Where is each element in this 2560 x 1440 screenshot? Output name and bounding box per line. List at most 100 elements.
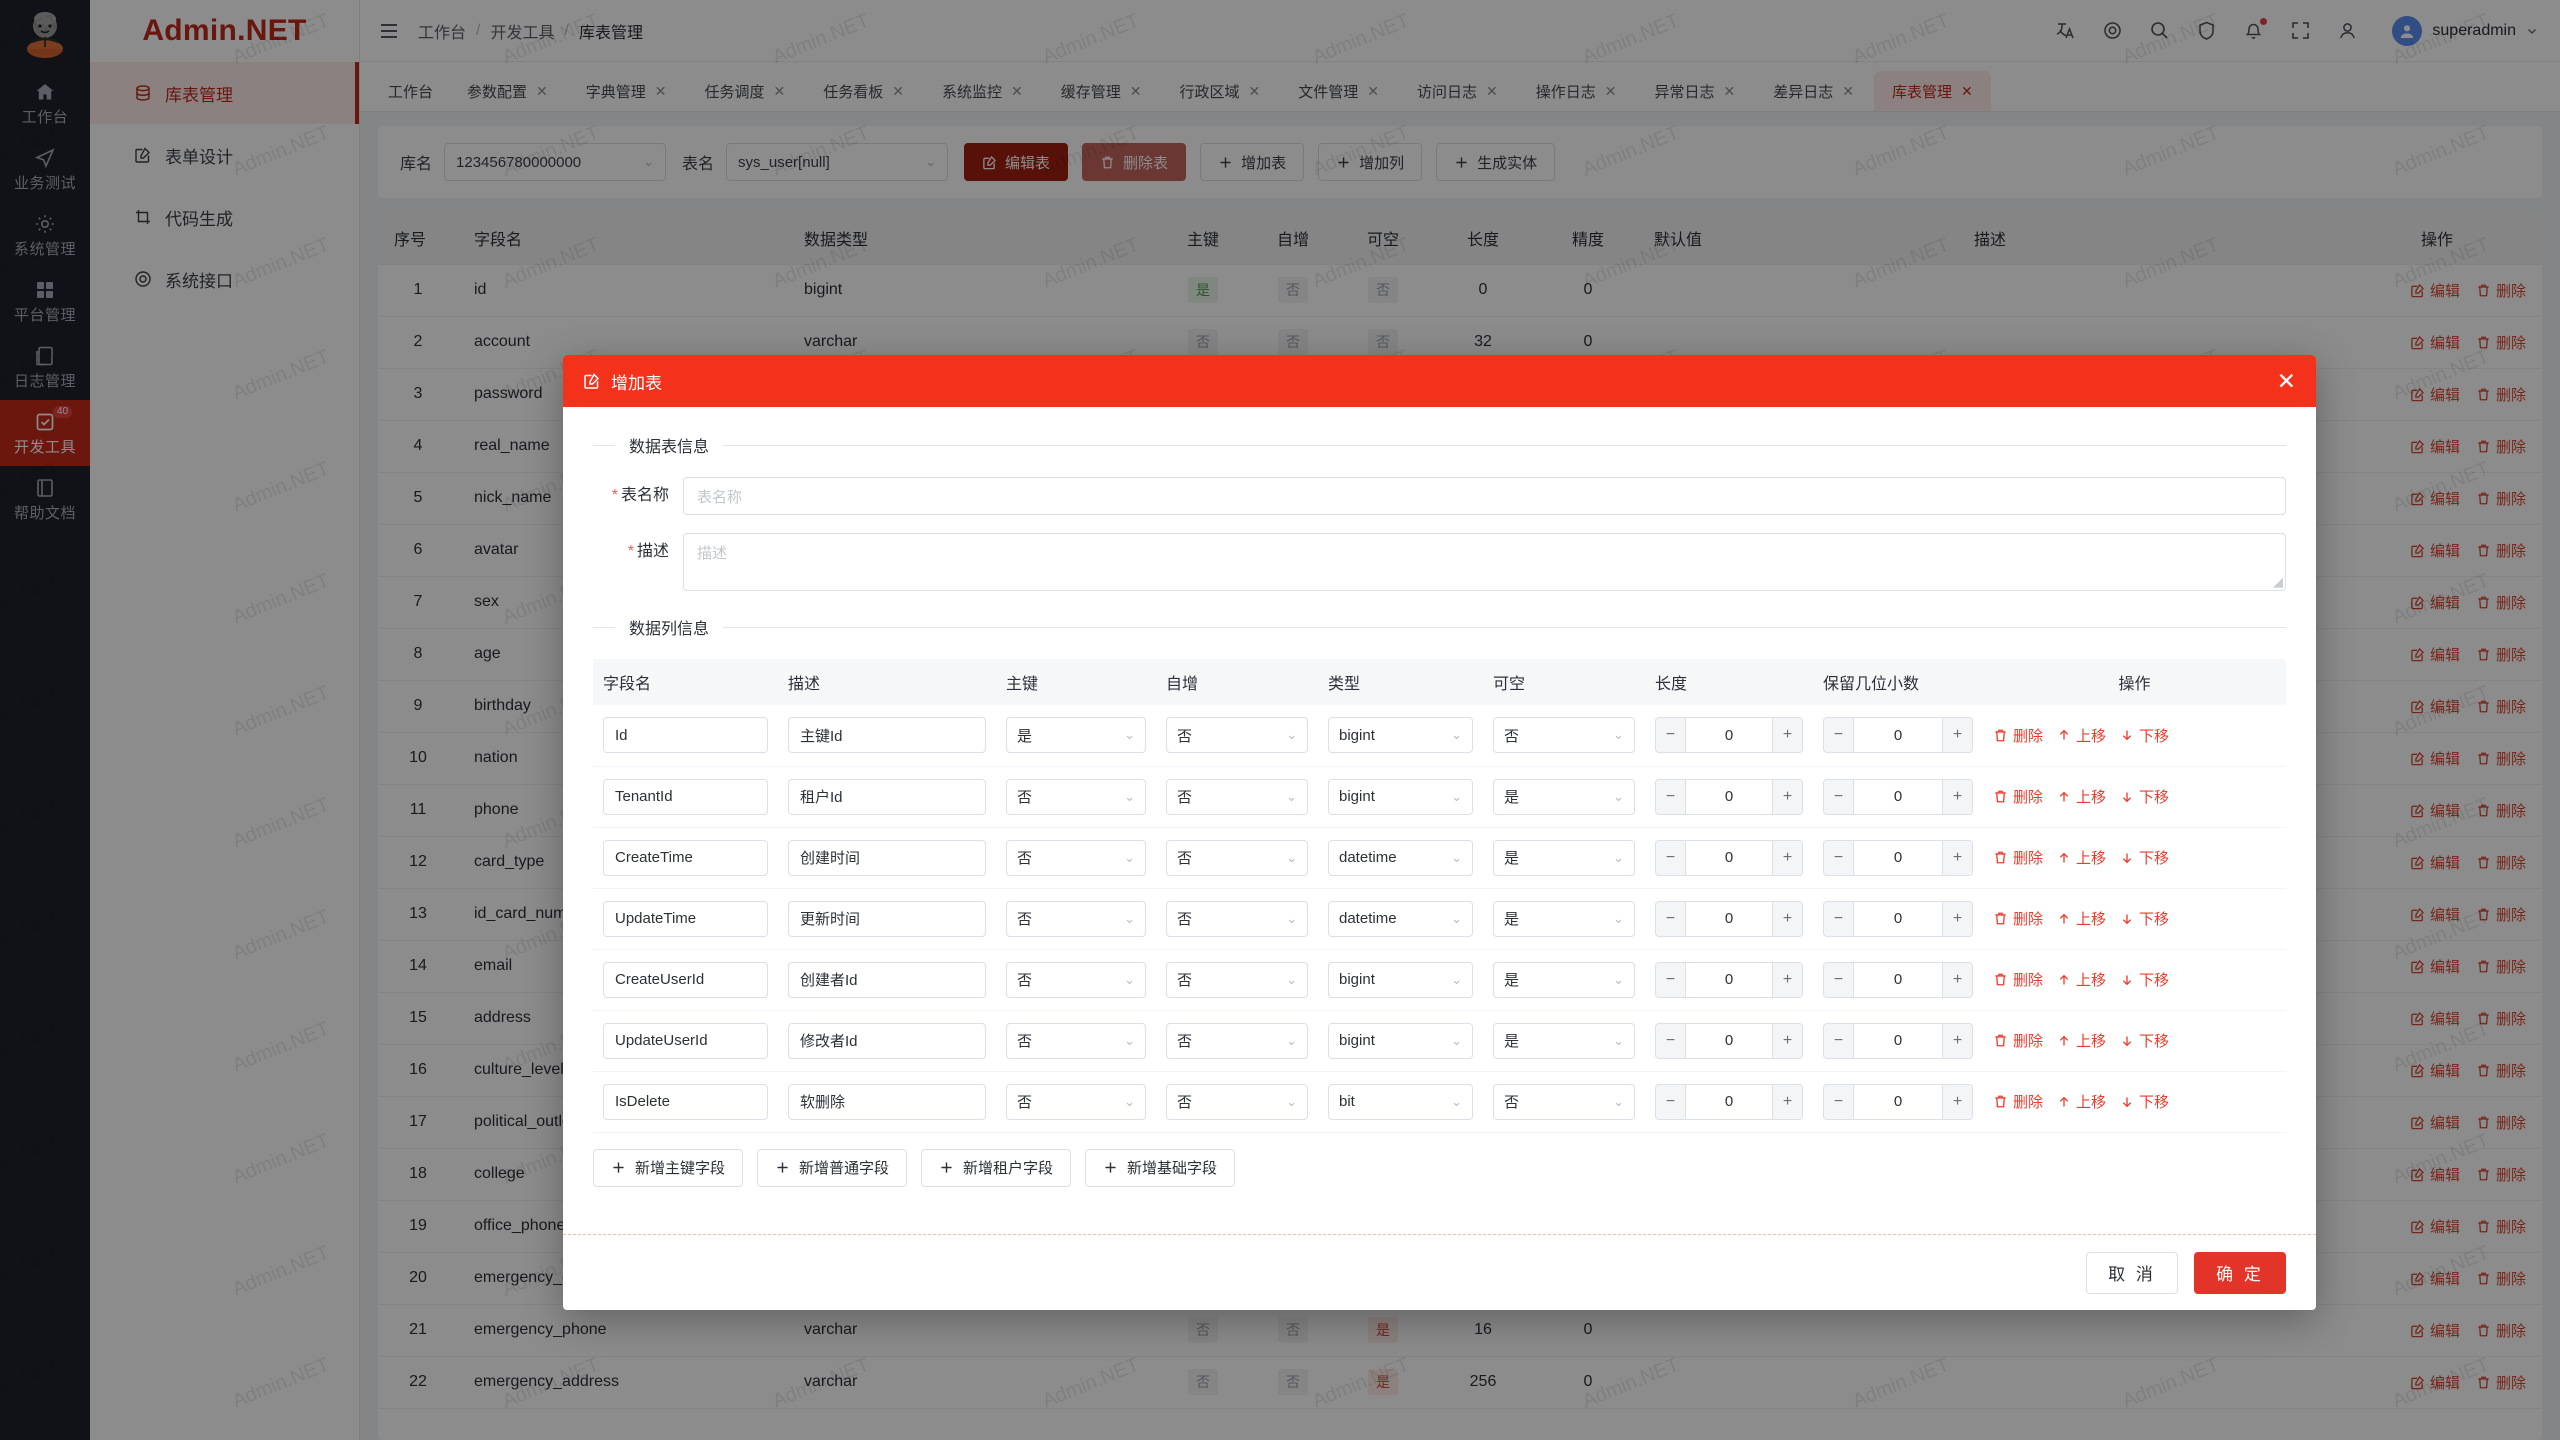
col-primary-key-select[interactable]: 是 ⌄ [1006, 717, 1146, 754]
row-action-编辑[interactable]: 编辑 [2410, 800, 2460, 821]
col-auto-increment-select[interactable]: 否 ⌄ [1166, 1022, 1308, 1059]
tab-close-icon[interactable]: ✕ [1367, 82, 1380, 99]
menu-fold-icon[interactable] [378, 20, 400, 42]
column-row-action-上移[interactable]: 上移 [2057, 725, 2106, 746]
row-action-编辑[interactable]: 编辑 [2410, 384, 2460, 405]
col-field-name-input[interactable]: UpdateUserId [603, 1022, 768, 1059]
col-scale-stepper-value[interactable]: 0 [1854, 718, 1942, 753]
col-scale-stepper[interactable]: −0 + [1823, 839, 1973, 876]
col-scale-stepper[interactable]: −0 + [1823, 900, 1973, 937]
tab-8[interactable]: 文件管理 ✕ [1280, 71, 1397, 111]
col-scale-stepper[interactable]: −0 + [1823, 1022, 1973, 1059]
submenu-item-0[interactable]: 库表管理 [90, 62, 359, 124]
minus-icon[interactable]: − [1824, 962, 1854, 997]
row-action-删除[interactable]: 删除 [2476, 332, 2526, 353]
column-row-action-上移[interactable]: 上移 [2057, 969, 2106, 990]
plus-icon[interactable]: + [1772, 718, 1802, 753]
row-action-删除[interactable]: 删除 [2476, 696, 2526, 717]
shield-icon[interactable] [2196, 20, 2217, 41]
tab-6[interactable]: 缓存管理 ✕ [1043, 71, 1160, 111]
col-primary-key-select[interactable]: 否 ⌄ [1006, 900, 1146, 937]
submenu-item-2[interactable]: 代码生成 [90, 186, 359, 248]
tab-close-icon[interactable]: ✕ [1486, 82, 1498, 99]
column-row-action-下移[interactable]: 下移 [2120, 1091, 2169, 1112]
col-nullable-select[interactable]: 否 ⌄ [1493, 1083, 1635, 1120]
search-icon[interactable] [2149, 20, 2170, 41]
col-auto-increment-select[interactable]: 否 ⌄ [1166, 839, 1308, 876]
col-length-stepper-value[interactable]: 0 [1686, 901, 1772, 936]
minus-icon[interactable]: − [1656, 1084, 1686, 1119]
col-desc-input[interactable]: 租户Id [788, 778, 986, 815]
translate-icon[interactable] [2055, 20, 2076, 41]
table-name-input[interactable]: 表名称 [683, 477, 2286, 515]
plus-icon[interactable]: + [1942, 1084, 1972, 1119]
row-action-编辑[interactable]: 编辑 [2410, 696, 2460, 717]
submenu-item-1[interactable]: 表单设计 [90, 124, 359, 186]
tab-close-icon[interactable]: ✕ [1011, 82, 1023, 99]
col-type-select[interactable]: datetime ⌄ [1328, 900, 1473, 937]
add-field-button-2[interactable]: 新增租户字段 [921, 1148, 1072, 1187]
col-length-stepper[interactable]: −0 + [1655, 961, 1803, 998]
row-action-删除[interactable]: 删除 [2476, 436, 2526, 457]
db-select[interactable]: 123456780000000 ⌄ [444, 143, 667, 181]
row-action-编辑[interactable]: 编辑 [2410, 592, 2460, 613]
rail-item-5[interactable]: 40 开发工具 [0, 400, 90, 466]
column-row-action-删除[interactable]: 删除 [1993, 908, 2043, 929]
column-row-action-下移[interactable]: 下移 [2120, 908, 2169, 929]
tab-close-icon[interactable]: ✕ [536, 82, 548, 99]
rail-item-6[interactable]: 帮助文档 [0, 466, 90, 532]
col-field-name-input[interactable]: CreateTime [603, 839, 768, 876]
row-action-编辑[interactable]: 编辑 [2410, 748, 2460, 769]
column-row-action-上移[interactable]: 上移 [2057, 786, 2106, 807]
column-row-action-下移[interactable]: 下移 [2120, 725, 2169, 746]
row-action-删除[interactable]: 删除 [2476, 1112, 2526, 1133]
toolbar-button-增加表[interactable]: 增加表 [1200, 143, 1305, 181]
column-row-action-删除[interactable]: 删除 [1993, 969, 2043, 990]
tab-0[interactable]: 工作台 [374, 71, 447, 111]
col-scale-stepper[interactable]: −0 + [1823, 961, 1973, 998]
col-desc-input[interactable]: 修改者Id [788, 1022, 986, 1059]
col-primary-key-select[interactable]: 否 ⌄ [1006, 1022, 1146, 1059]
add-field-button-1[interactable]: 新增普通字段 [757, 1148, 908, 1187]
col-field-name-input[interactable]: CreateUserId [603, 961, 768, 998]
minus-icon[interactable]: − [1656, 779, 1686, 814]
row-action-删除[interactable]: 删除 [2476, 852, 2526, 873]
row-action-删除[interactable]: 删除 [2476, 748, 2526, 769]
col-length-stepper-value[interactable]: 0 [1686, 718, 1772, 753]
plus-icon[interactable]: + [1942, 1023, 1972, 1058]
tab-9[interactable]: 访问日志 ✕ [1399, 71, 1516, 111]
row-action-编辑[interactable]: 编辑 [2410, 1320, 2460, 1341]
table-select[interactable]: sys_user[null] ⌄ [726, 143, 949, 181]
col-scale-stepper[interactable]: −0 + [1823, 1083, 1973, 1120]
col-primary-key-select[interactable]: 否 ⌄ [1006, 778, 1146, 815]
row-action-删除[interactable]: 删除 [2476, 488, 2526, 509]
col-auto-increment-select[interactable]: 否 ⌄ [1166, 717, 1308, 754]
rail-item-1[interactable]: 业务测试 [0, 136, 90, 202]
toolbar-button-编辑表[interactable]: 编辑表 [964, 143, 1069, 181]
minus-icon[interactable]: − [1656, 1023, 1686, 1058]
tab-11[interactable]: 异常日志 ✕ [1637, 71, 1754, 111]
theme-icon[interactable] [2102, 20, 2123, 41]
row-action-删除[interactable]: 删除 [2476, 1372, 2526, 1393]
col-desc-input[interactable]: 创建者Id [788, 961, 986, 998]
col-type-select[interactable]: bigint ⌄ [1328, 717, 1473, 754]
col-desc-input[interactable]: 创建时间 [788, 839, 986, 876]
tab-close-icon[interactable]: ✕ [1248, 82, 1261, 99]
submenu-item-3[interactable]: 系统接口 [90, 248, 359, 310]
toolbar-button-生成实体[interactable]: 生成实体 [1436, 143, 1556, 181]
col-length-stepper-value[interactable]: 0 [1686, 1084, 1772, 1119]
col-auto-increment-select[interactable]: 否 ⌄ [1166, 961, 1308, 998]
plus-icon[interactable]: + [1772, 901, 1802, 936]
col-scale-stepper-value[interactable]: 0 [1854, 901, 1942, 936]
tab-close-icon[interactable]: ✕ [1129, 82, 1142, 99]
breadcrumb-item-1[interactable]: 开发工具 [490, 24, 555, 42]
tab-12[interactable]: 差异日志 ✕ [1755, 71, 1872, 111]
minus-icon[interactable]: − [1824, 718, 1854, 753]
column-row-action-上移[interactable]: 上移 [2057, 1030, 2106, 1051]
col-scale-stepper[interactable]: −0 + [1823, 778, 1973, 815]
row-action-删除[interactable]: 删除 [2476, 1216, 2526, 1237]
desc-textarea[interactable]: 描述 ◢ [683, 533, 2286, 591]
plus-icon[interactable]: + [1772, 840, 1802, 875]
tab-7[interactable]: 行政区域 ✕ [1162, 71, 1279, 111]
col-field-name-input[interactable]: TenantId [603, 778, 768, 815]
